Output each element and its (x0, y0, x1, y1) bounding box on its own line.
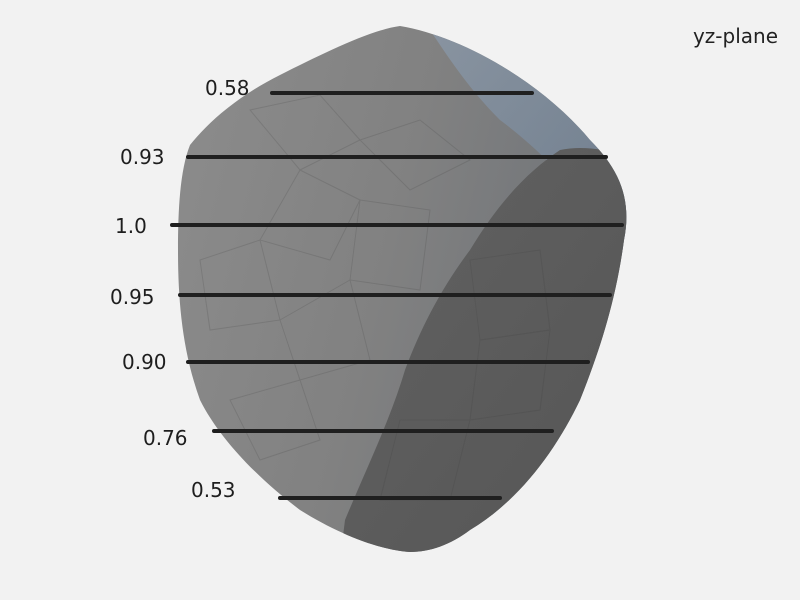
slice-label: 0.93 (120, 145, 165, 169)
slice-label: 0.90 (122, 350, 167, 374)
slice-label: 0.95 (110, 285, 155, 309)
slice-label: 0.58 (205, 76, 250, 100)
slice-label: 1.0 (115, 214, 147, 238)
plane-label: yz-plane (692, 24, 778, 48)
slice-label: 0.53 (191, 478, 236, 502)
slice-lines (170, 91, 624, 500)
slice-labels: 0.58 0.93 1.0 0.95 0.90 0.76 0.53 (110, 76, 250, 502)
slice-label: 0.76 (143, 426, 188, 450)
